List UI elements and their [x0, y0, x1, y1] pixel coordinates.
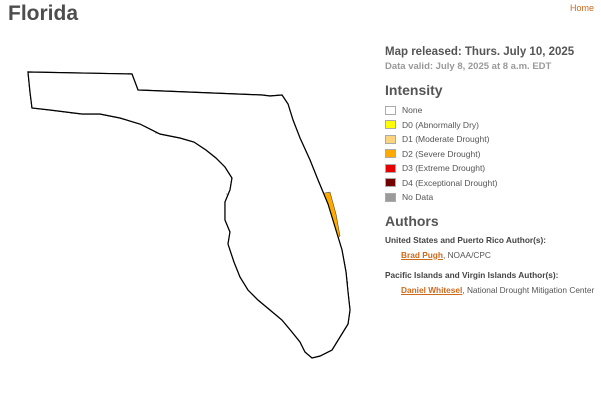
side-panel: Map released: Thurs. July 10, 2025 Data …	[385, 46, 597, 295]
legend-item: D2 (Severe Drought)	[385, 147, 597, 162]
legend-swatch	[385, 134, 396, 144]
legend-item: D4 (Exceptional Drought)	[385, 176, 597, 191]
legend-item: No Data	[385, 190, 597, 205]
home-link[interactable]: Home	[569, 3, 594, 13]
legend-label: No Data	[402, 192, 434, 203]
author-group-pacific: Pacific Islands and Virgin Islands Autho…	[385, 270, 597, 295]
drought-map	[20, 62, 365, 372]
legend-swatch	[385, 192, 396, 202]
page-title: Florida	[8, 2, 79, 25]
legend-swatch	[385, 120, 396, 130]
data-valid: Data valid: July 8, 2025 at 8 a.m. EDT	[385, 61, 552, 72]
legend-swatch	[385, 105, 396, 115]
legend-swatch	[385, 163, 396, 173]
legend-item: D3 (Extreme Drought)	[385, 161, 597, 176]
author-heading: Pacific Islands and Virgin Islands Autho…	[385, 269, 559, 280]
legend-item: D1 (Moderate Drought)	[385, 132, 597, 147]
author-link[interactable]: Daniel Whitesel	[401, 284, 463, 295]
authors-title: Authors	[385, 212, 439, 229]
legend-item: None	[385, 103, 597, 118]
author-line: Daniel Whitesel, National Drought Mitiga…	[385, 285, 597, 295]
intensity-title: Intensity	[385, 82, 443, 98]
legend-swatch	[385, 149, 396, 159]
legend-label: D4 (Exceptional Drought)	[402, 177, 498, 188]
intensity-legend: None D0 (Abnormally Dry) D1 (Moderate Dr…	[385, 103, 597, 205]
author-link[interactable]: Brad Pugh	[401, 249, 443, 260]
author-heading: United States and Puerto Rico Author(s):	[385, 234, 547, 245]
legend-label: None	[402, 105, 423, 116]
legend-label: D3 (Extreme Drought)	[402, 163, 486, 174]
map-released: Map released: Thurs. July 10, 2025	[385, 46, 575, 58]
legend-label: D0 (Abnormally Dry)	[402, 119, 479, 130]
author-group-us: United States and Puerto Rico Author(s):…	[385, 235, 597, 260]
legend-label: D1 (Moderate Drought)	[402, 134, 490, 145]
legend-label: D2 (Severe Drought)	[402, 148, 481, 159]
author-affiliation: , National Drought Mitigation Center	[462, 284, 595, 295]
author-line: Brad Pugh, NOAA/CPC	[385, 250, 597, 260]
legend-item: D0 (Abnormally Dry)	[385, 118, 597, 133]
author-affiliation: , NOAA/CPC	[442, 249, 491, 260]
legend-swatch	[385, 178, 396, 188]
